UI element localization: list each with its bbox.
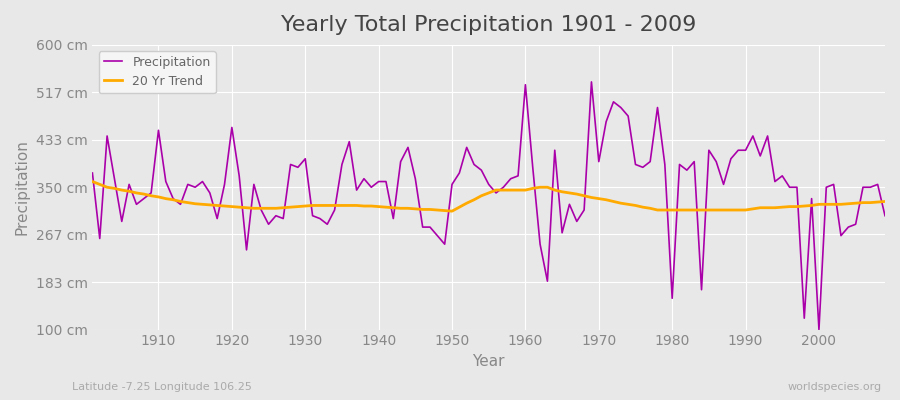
- 20 Yr Trend: [146, 193, 157, 198]
- Precipitation: [879, 213, 890, 218]
- X-axis label: Year: Year: [472, 354, 505, 369]
- Precipitation: [351, 188, 362, 192]
- 20 Yr Trend: [351, 203, 362, 208]
- Legend: Precipitation, 20 Yr Trend: Precipitation, 20 Yr Trend: [99, 51, 216, 93]
- Precipitation: [814, 327, 824, 332]
- Precipitation: [586, 80, 597, 84]
- Y-axis label: Precipitation: Precipitation: [15, 139, 30, 235]
- Precipitation: [520, 82, 531, 87]
- Precipitation: [146, 190, 157, 195]
- Precipitation: [513, 174, 524, 178]
- 20 Yr Trend: [307, 203, 318, 208]
- Precipitation: [87, 171, 98, 176]
- 20 Yr Trend: [520, 188, 531, 192]
- Precipitation: [616, 105, 626, 110]
- 20 Yr Trend: [616, 201, 626, 206]
- Line: Precipitation: Precipitation: [93, 82, 885, 330]
- Text: Latitude -7.25 Longitude 106.25: Latitude -7.25 Longitude 106.25: [72, 382, 252, 392]
- Text: worldspecies.org: worldspecies.org: [788, 382, 882, 392]
- Precipitation: [307, 213, 318, 218]
- 20 Yr Trend: [87, 179, 98, 184]
- Title: Yearly Total Precipitation 1901 - 2009: Yearly Total Precipitation 1901 - 2009: [281, 15, 697, 35]
- Line: 20 Yr Trend: 20 Yr Trend: [93, 182, 885, 211]
- 20 Yr Trend: [879, 199, 890, 204]
- 20 Yr Trend: [527, 186, 538, 191]
- 20 Yr Trend: [446, 209, 457, 214]
